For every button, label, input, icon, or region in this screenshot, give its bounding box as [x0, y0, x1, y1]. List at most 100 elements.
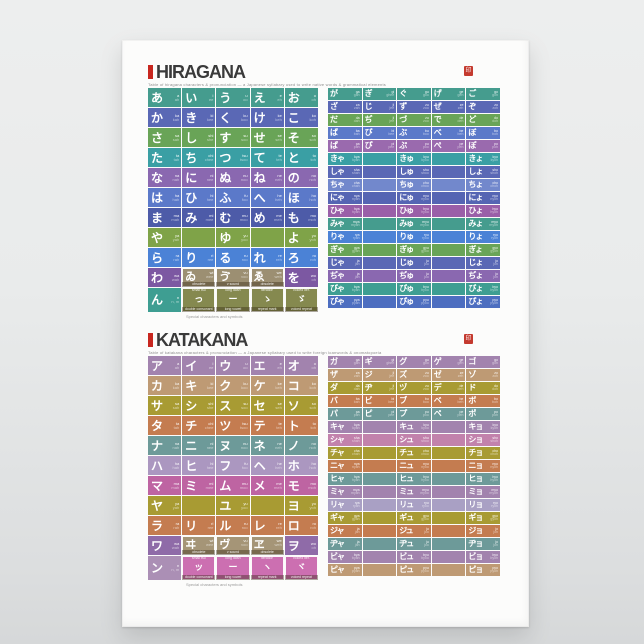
pronunciation-label: nyoo — [421, 465, 429, 469]
empty-cell — [431, 525, 466, 537]
romaji-label: zu — [425, 383, 429, 388]
kana-glyph: ぐ — [399, 89, 407, 98]
kana-cell: プ pu poo — [397, 408, 431, 420]
kana-cell: い i ee — [182, 88, 216, 107]
pronunciation-label: gyoo — [421, 249, 429, 253]
kana-glyph: ゴ — [468, 357, 476, 366]
romaji-label: ke — [277, 112, 282, 118]
kana-cell: シャ sha shah — [328, 434, 362, 446]
pronunciation-label: ree — [207, 524, 214, 530]
table-row: ヤ ya yah ユ yu yoo ヨ yo yoh — [148, 496, 318, 515]
kana-glyph: そ — [287, 130, 300, 145]
readings: sho shoh — [490, 168, 500, 176]
kana-cell: ギ gi ghee — [362, 356, 397, 368]
romaji-label: wo — [310, 540, 316, 546]
romaji-label: gi — [391, 89, 395, 94]
kana-glyph: て — [253, 150, 266, 165]
kana-cell: も mo moh — [284, 208, 318, 227]
kana-glyph: ぴょ — [468, 297, 483, 306]
section-subtitle: Table of hiragana characters & pronuncia… — [148, 82, 386, 87]
kana-cell: ま ma mah — [148, 208, 182, 227]
kana-glyph: にょ — [468, 193, 483, 202]
readings: ja jah — [355, 259, 362, 267]
kana-glyph: け — [253, 110, 266, 125]
kana-cell: ず zu zoo — [397, 101, 431, 113]
kana-cell: の no noh — [284, 168, 318, 187]
pronunciation-label: sah — [172, 136, 180, 142]
kana-glyph: ベ — [433, 396, 442, 405]
kana-glyph: ニ — [185, 438, 198, 453]
readings: myu myoo — [420, 488, 431, 496]
romaji-label: bi — [391, 396, 395, 401]
kana-glyph: ジ — [364, 370, 373, 379]
pronunciation-label: hoh — [309, 464, 316, 470]
kana-glyph: ポ — [468, 409, 476, 418]
kana-cell: びょ byo byoh — [466, 283, 500, 295]
pronunciation-label: joh — [493, 275, 498, 279]
pronunciation-label: choo — [421, 452, 429, 456]
pronunciation-label: koo — [241, 384, 248, 390]
readings: nu noo — [241, 173, 250, 182]
romaji-label: re — [278, 520, 282, 526]
readings: vu voo — [241, 271, 249, 284]
pronunciation-label: kyoh — [490, 158, 498, 162]
kana-cell: サ sa sah — [148, 396, 182, 415]
readings: ha hah — [173, 461, 182, 470]
romaji-label: ge — [459, 357, 464, 362]
romaji-label: hyo — [492, 474, 498, 479]
kana-glyph: じゃ — [330, 258, 345, 267]
pronunciation-label: soo — [241, 136, 248, 142]
readings: pu poo — [423, 142, 431, 150]
section-subtitle: Table of katakana characters & pronuncia… — [148, 350, 382, 355]
kana-glyph: りょ — [468, 232, 483, 241]
kana-cell: そ so soh — [284, 128, 318, 147]
kana-glyph: ア — [151, 358, 164, 373]
romaji-label: shu — [423, 435, 429, 440]
special-kana-cell: long dash ー long vowel — [216, 288, 250, 312]
kana-cell: ぷ pu poo — [397, 140, 431, 152]
kana-glyph: せ — [253, 130, 266, 145]
readings: ga gah — [354, 90, 362, 98]
pronunciation-label: noo — [240, 444, 248, 450]
pronunciation-label: eh — [277, 96, 282, 102]
empty-cell — [431, 499, 466, 511]
kana-cell: ギュ gyu gyoo — [397, 512, 431, 524]
kana-cell: ド do doh — [466, 382, 500, 394]
kana-glyph: む — [219, 210, 232, 225]
empty-cell — [250, 496, 284, 515]
section-title: KATAKANA — [156, 330, 248, 350]
readings: he heh — [275, 193, 284, 202]
romaji-label: tsu — [242, 152, 248, 158]
kana-glyph: ふ — [219, 190, 232, 205]
readings: myo myoh — [489, 488, 500, 496]
obsolete-note: v sound — [216, 550, 250, 555]
table-row: みゃ mya myah みゅ myu myoo みょ myo myoh — [328, 218, 500, 230]
kana-glyph: ジャ — [330, 526, 345, 535]
readings: ji jee — [390, 103, 397, 111]
kana-glyph: ヅ — [399, 383, 407, 392]
romaji-label: te — [278, 420, 282, 426]
kana-glyph: デ — [433, 383, 442, 392]
obsolete-kana-cell: ヴ vu voo v sound — [216, 536, 250, 555]
kana-glyph: ノ — [287, 438, 300, 453]
pronunciation-label: chah — [352, 184, 360, 188]
table-row: マ ma mah ミ mi mee ム mu moo メ me meh モ mo moh — [148, 476, 318, 495]
kana-glyph: サ — [151, 398, 164, 413]
kana-cell: フ fu foo — [216, 456, 250, 475]
kana-cell: ニャ nya nyah — [328, 460, 362, 472]
pronunciation-label: reh — [276, 256, 282, 262]
kana-cell: キャ kya kyah — [328, 421, 362, 433]
readings: na nah — [173, 173, 182, 182]
pronunciation-label: hyoh — [490, 210, 498, 214]
readings: jo joh — [493, 272, 500, 280]
table-row: ジャ ja jah ジュ ju joo ジョ jo joh — [328, 525, 500, 537]
romaji-label: ji — [392, 370, 395, 375]
readings: zu zoo — [423, 371, 431, 379]
readings: nyu nyoo — [421, 194, 431, 202]
kana-cell: ぐ gu goo — [397, 88, 431, 100]
readings: ju joo — [424, 259, 431, 267]
romaji-label: hi — [210, 192, 214, 198]
readings: ri ree — [207, 521, 216, 530]
kana-glyph: リュ — [399, 500, 414, 509]
kana-glyph: びゃ — [330, 284, 345, 293]
